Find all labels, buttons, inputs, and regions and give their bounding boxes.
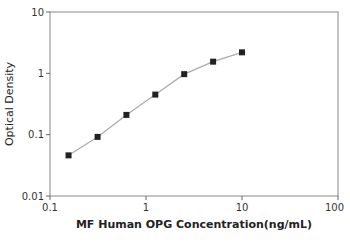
- y-tick-label: 0.01: [22, 191, 44, 202]
- y-tick: [46, 134, 50, 135]
- series-marker: [66, 152, 72, 158]
- chart: 0.11101000.010.1110MF Human OPG Concentr…: [0, 0, 350, 244]
- y-tick-label: 10: [31, 7, 44, 18]
- y-tick-label: 0.1: [28, 129, 44, 140]
- y-tick: [46, 196, 50, 197]
- y-tick: [46, 73, 50, 74]
- x-tick: [50, 196, 51, 200]
- x-axis-label: MF Human OPG Concentration(ng/mL): [76, 218, 312, 231]
- x-tick-label: 1: [143, 202, 149, 213]
- series-marker: [181, 71, 187, 77]
- x-tick-label: 0.1: [42, 202, 58, 213]
- x-tick-label: 100: [325, 202, 344, 213]
- y-axis-label: Optical Density: [3, 61, 16, 146]
- plot-frame: [50, 12, 338, 196]
- y-tick: [46, 12, 50, 13]
- series-marker: [123, 112, 129, 118]
- series-line: [69, 52, 242, 155]
- x-tick-label: 10: [236, 202, 249, 213]
- series-marker: [95, 134, 101, 140]
- y-tick-label: 1: [38, 68, 44, 79]
- series-marker: [210, 59, 216, 65]
- series-marker: [239, 49, 245, 55]
- series-marker: [152, 92, 158, 98]
- x-tick: [338, 196, 339, 200]
- x-tick: [146, 196, 147, 200]
- plot-data: [66, 49, 245, 158]
- x-tick: [242, 196, 243, 200]
